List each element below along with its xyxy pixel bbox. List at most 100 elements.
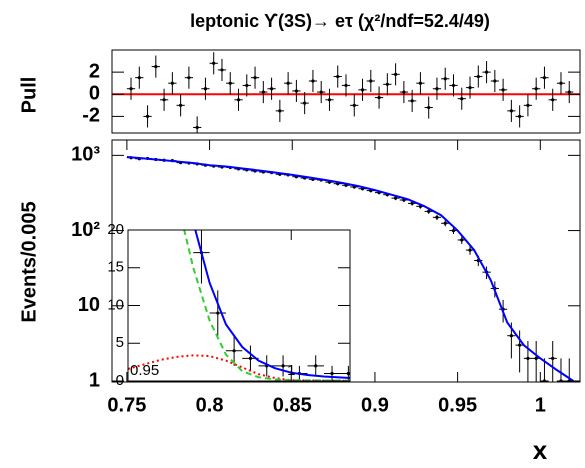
x-tick-label: 0.95 <box>438 394 477 416</box>
data-point <box>336 74 340 79</box>
data-point <box>551 356 555 360</box>
data-point <box>509 334 513 338</box>
data-point <box>232 349 236 353</box>
y-tick-label: 2 <box>89 60 100 82</box>
y-tick-label: 10 <box>107 296 124 313</box>
data-point <box>484 70 489 74</box>
y-tick-label: 15 <box>107 259 124 276</box>
plot-area <box>112 52 580 133</box>
data-point <box>195 125 199 130</box>
data-point <box>137 76 141 80</box>
data-point <box>311 79 315 83</box>
y-tick-label: 10² <box>71 219 100 241</box>
data-point <box>369 79 373 83</box>
data-point <box>451 228 456 233</box>
data-point <box>559 81 563 85</box>
data-point <box>377 95 381 100</box>
data-point <box>228 81 232 85</box>
data-point <box>402 90 406 94</box>
data-point <box>303 101 307 105</box>
data-point <box>352 103 356 107</box>
data-point <box>476 74 480 79</box>
data-point <box>418 81 423 85</box>
data-point <box>330 371 334 376</box>
y-tick-label: 1 <box>89 369 100 391</box>
data-point <box>526 103 530 107</box>
data-point <box>385 82 389 86</box>
data-point <box>129 87 133 91</box>
x-tick-label: 0.85 <box>273 394 312 416</box>
data-point <box>248 356 253 360</box>
x-tick-label: 0.8 <box>196 394 224 416</box>
y-axis-label: Events/0.005 <box>18 201 40 322</box>
x-tick-label: 0.9 <box>361 394 389 416</box>
data-point <box>187 76 191 80</box>
fit-curve <box>128 354 350 381</box>
fit-curve <box>194 230 350 379</box>
data-point <box>253 76 257 80</box>
data-point <box>410 201 414 205</box>
data-point <box>435 87 439 91</box>
data-point <box>212 61 216 65</box>
data-point <box>443 221 447 225</box>
data-point <box>534 356 538 360</box>
data-point <box>435 215 439 219</box>
plot-area <box>126 156 574 382</box>
x-axis-label: x <box>533 435 548 465</box>
data-point <box>518 343 522 347</box>
data-point <box>394 72 398 76</box>
data-point <box>542 76 547 80</box>
data-point <box>261 90 265 94</box>
y-tick-label: 0 <box>89 83 100 105</box>
data-point <box>526 356 530 360</box>
data-point <box>468 86 472 90</box>
data-point <box>501 88 505 92</box>
data-point <box>216 311 220 315</box>
x-tick-label: 1 <box>287 362 295 379</box>
plot-area <box>128 230 350 381</box>
data-point <box>170 81 174 85</box>
data-point <box>327 98 332 102</box>
data-point <box>559 379 563 382</box>
frame <box>111 139 581 383</box>
data-point <box>551 98 555 102</box>
y-tick-label: 0 <box>116 372 124 389</box>
data-point <box>145 114 150 118</box>
data-point <box>451 83 456 88</box>
data-point <box>344 83 348 88</box>
data-point <box>509 109 513 113</box>
y-tick-label: -2 <box>82 105 100 127</box>
data-point <box>346 371 350 376</box>
data-point <box>281 364 285 368</box>
data-point <box>468 248 472 252</box>
data-point <box>319 90 323 94</box>
data-point <box>460 97 464 101</box>
x-tick-label: 0.75 <box>107 394 146 416</box>
y-tick-label: 20 <box>107 221 124 238</box>
data-point <box>179 103 183 107</box>
data-point <box>236 98 241 102</box>
y-tick-label: 10 <box>78 294 100 316</box>
data-point <box>443 77 447 81</box>
data-point <box>245 83 249 88</box>
data-point <box>314 364 318 368</box>
data-point <box>518 114 522 118</box>
data-point <box>154 65 158 69</box>
y-tick-label: 10³ <box>71 144 100 166</box>
data-point <box>460 238 464 242</box>
frame <box>127 229 351 382</box>
data-point <box>534 87 538 91</box>
x-tick-label: 0.95 <box>130 362 159 379</box>
data-point <box>203 87 208 91</box>
data-point <box>493 79 497 83</box>
data-point <box>294 89 298 93</box>
data-point <box>220 68 224 72</box>
inset-background <box>128 230 350 381</box>
data-point <box>162 98 166 102</box>
data-point <box>360 88 365 92</box>
data-point <box>410 99 414 103</box>
frame <box>111 49 581 134</box>
data-point <box>278 109 282 113</box>
